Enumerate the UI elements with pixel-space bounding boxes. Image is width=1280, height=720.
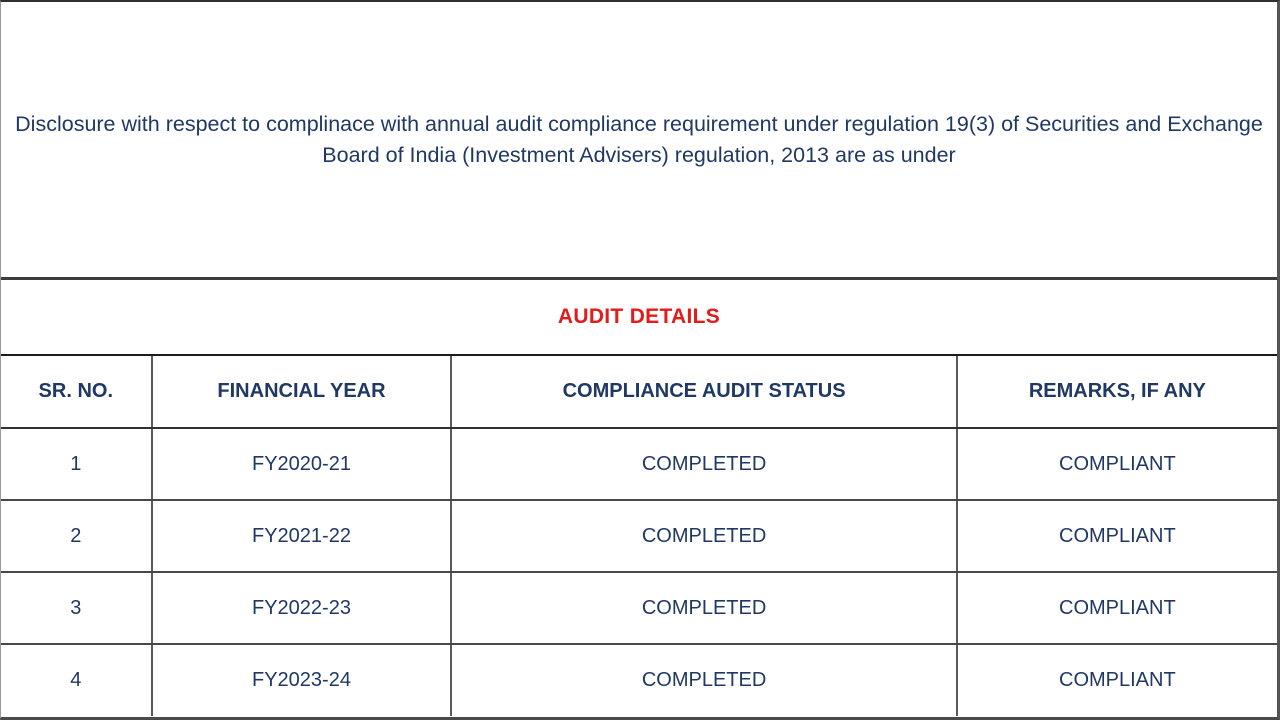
cell-financial-year: FY2021-22 [151, 500, 453, 573]
cell-audit-status: COMPLETED [451, 572, 958, 645]
audit-details-title: AUDIT DETAILS [557, 305, 721, 328]
table-row: 4 FY2023-24 COMPLETED COMPLIANT [1, 644, 1277, 716]
cell-remarks: COMPLIANT [956, 572, 1277, 645]
audit-table: SR. NO. FINANCIAL YEAR COMPLIANCE AUDIT … [1, 356, 1277, 716]
cell-audit-status: COMPLETED [451, 500, 958, 573]
heading-section: Disclosure with respect to complinace wi… [1, 2, 1277, 280]
header-cell-sr-no: SR. NO. [1, 356, 153, 429]
header-cell-compliance-audit-status: COMPLIANCE AUDIT STATUS [451, 356, 958, 429]
table-row: 1 FY2020-21 COMPLETED COMPLIANT [1, 428, 1277, 501]
table-header-row: SR. NO. FINANCIAL YEAR COMPLIANCE AUDIT … [1, 356, 1277, 429]
cell-financial-year: FY2022-23 [151, 572, 453, 645]
cell-audit-status: COMPLETED [451, 428, 958, 501]
cell-financial-year: FY2020-21 [151, 428, 453, 501]
audit-details-band: AUDIT DETAILS [1, 280, 1277, 356]
cell-sr-no: 2 [1, 500, 153, 573]
table-row: 3 FY2022-23 COMPLETED COMPLIANT [1, 572, 1277, 645]
cell-audit-status: COMPLETED [451, 644, 958, 716]
cell-remarks: COMPLIANT [956, 500, 1277, 573]
cell-remarks: COMPLIANT [956, 428, 1277, 501]
cell-sr-no: 1 [1, 428, 153, 501]
page-heading: Disclosure with respect to complinace wi… [15, 111, 1263, 167]
header-cell-financial-year: FINANCIAL YEAR [151, 356, 453, 429]
header-cell-remarks: REMARKS, IF ANY [956, 356, 1277, 429]
cell-financial-year: FY2023-24 [151, 644, 453, 716]
cell-sr-no: 4 [1, 644, 153, 716]
cell-sr-no: 3 [1, 572, 153, 645]
table-row: 2 FY2021-22 COMPLETED COMPLIANT [1, 500, 1277, 573]
cell-remarks: COMPLIANT [956, 644, 1277, 716]
